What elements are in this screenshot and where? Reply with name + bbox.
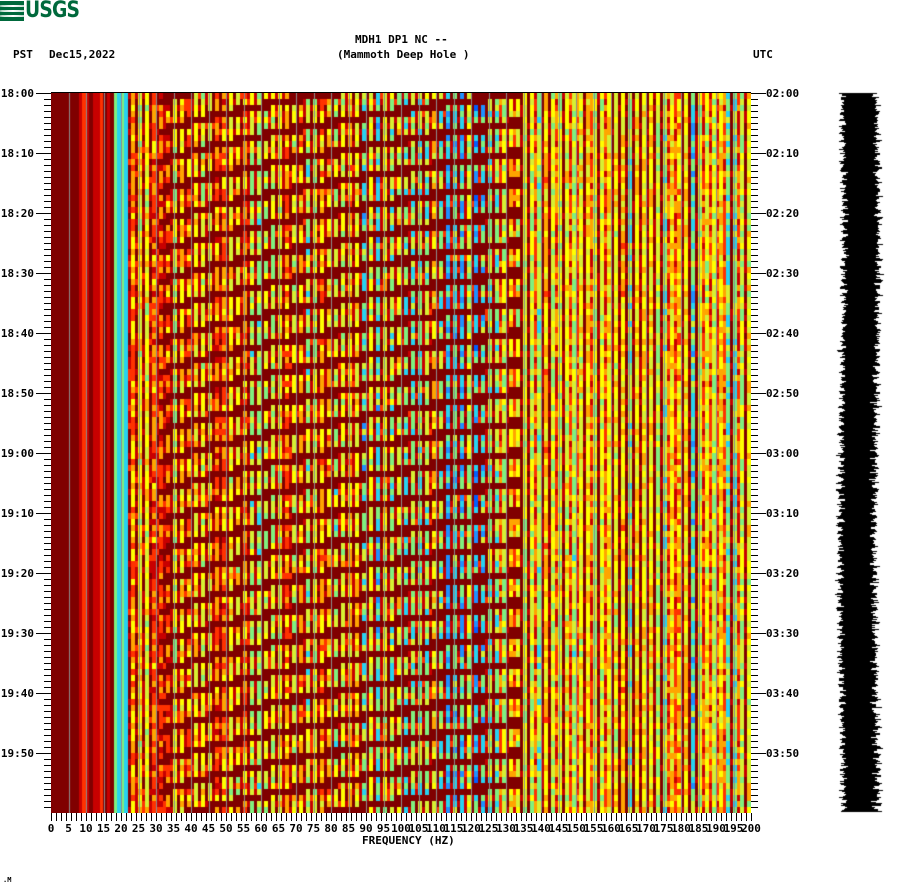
svg-text:03:10: 03:10	[766, 507, 799, 520]
svg-text:15: 15	[97, 822, 110, 835]
svg-text:02:00: 02:00	[766, 87, 799, 100]
footer-mark: .M	[3, 876, 12, 884]
svg-text:125: 125	[479, 822, 499, 835]
svg-text:40: 40	[184, 822, 197, 835]
svg-text:19:20: 19:20	[1, 567, 34, 580]
x-axis-label: FREQUENCY (HZ)	[362, 834, 455, 847]
svg-text:55: 55	[237, 822, 250, 835]
station-name: (Mammoth Deep Hole )	[337, 48, 470, 61]
svg-text:175: 175	[654, 822, 674, 835]
svg-text:10: 10	[79, 822, 92, 835]
svg-text:02:10: 02:10	[766, 147, 799, 160]
svg-text:03:50: 03:50	[766, 747, 799, 760]
svg-text:19:00: 19:00	[1, 447, 34, 460]
svg-text:180: 180	[671, 822, 691, 835]
usgs-logo-text: USGS	[25, 0, 80, 23]
svg-text:150: 150	[566, 822, 586, 835]
svg-text:185: 185	[689, 822, 709, 835]
svg-text:18:50: 18:50	[1, 387, 34, 400]
svg-text:5: 5	[65, 822, 72, 835]
svg-text:03:40: 03:40	[766, 687, 799, 700]
svg-text:25: 25	[132, 822, 145, 835]
svg-text:155: 155	[584, 822, 604, 835]
svg-text:85: 85	[342, 822, 355, 835]
svg-text:18:40: 18:40	[1, 327, 34, 340]
svg-text:70: 70	[289, 822, 302, 835]
svg-text:18:20: 18:20	[1, 207, 34, 220]
svg-text:35: 35	[167, 822, 180, 835]
svg-text:60: 60	[254, 822, 267, 835]
svg-text:03:20: 03:20	[766, 567, 799, 580]
svg-text:190: 190	[706, 822, 726, 835]
svg-text:160: 160	[601, 822, 621, 835]
svg-text:65: 65	[272, 822, 285, 835]
svg-text:195: 195	[724, 822, 744, 835]
spectrogram-plot	[51, 93, 751, 813]
svg-text:30: 30	[149, 822, 162, 835]
svg-text:19:30: 19:30	[1, 627, 34, 640]
svg-text:02:50: 02:50	[766, 387, 799, 400]
svg-text:130: 130	[496, 822, 516, 835]
svg-text:75: 75	[307, 822, 320, 835]
right-timezone: UTC	[753, 48, 773, 61]
svg-text:135: 135	[514, 822, 534, 835]
svg-text:20: 20	[114, 822, 127, 835]
svg-text:02:30: 02:30	[766, 267, 799, 280]
usgs-logo: USGS	[0, 0, 89, 22]
svg-text:45: 45	[202, 822, 215, 835]
svg-text:145: 145	[549, 822, 569, 835]
svg-text:18:30: 18:30	[1, 267, 34, 280]
svg-text:120: 120	[461, 822, 481, 835]
svg-text:0: 0	[48, 822, 55, 835]
svg-text:170: 170	[636, 822, 656, 835]
svg-text:18:00: 18:00	[1, 87, 34, 100]
svg-text:19:50: 19:50	[1, 747, 34, 760]
svg-text:03:00: 03:00	[766, 447, 799, 460]
svg-text:03:30: 03:30	[766, 627, 799, 640]
svg-text:50: 50	[219, 822, 232, 835]
svg-text:19:10: 19:10	[1, 507, 34, 520]
svg-text:02:40: 02:40	[766, 327, 799, 340]
left-timezone: PST	[13, 48, 33, 61]
seismogram-trace	[830, 90, 890, 815]
svg-text:18:10: 18:10	[1, 147, 34, 160]
svg-text:140: 140	[531, 822, 551, 835]
date-label: Dec15,2022	[49, 48, 116, 61]
svg-text:19:40: 19:40	[1, 687, 34, 700]
usgs-wave-icon	[0, 1, 24, 21]
svg-text:80: 80	[324, 822, 337, 835]
station-title: MDH1 DP1 NC --	[355, 33, 448, 46]
svg-text:200: 200	[741, 822, 761, 835]
svg-text:165: 165	[619, 822, 639, 835]
svg-text:02:20: 02:20	[766, 207, 799, 220]
